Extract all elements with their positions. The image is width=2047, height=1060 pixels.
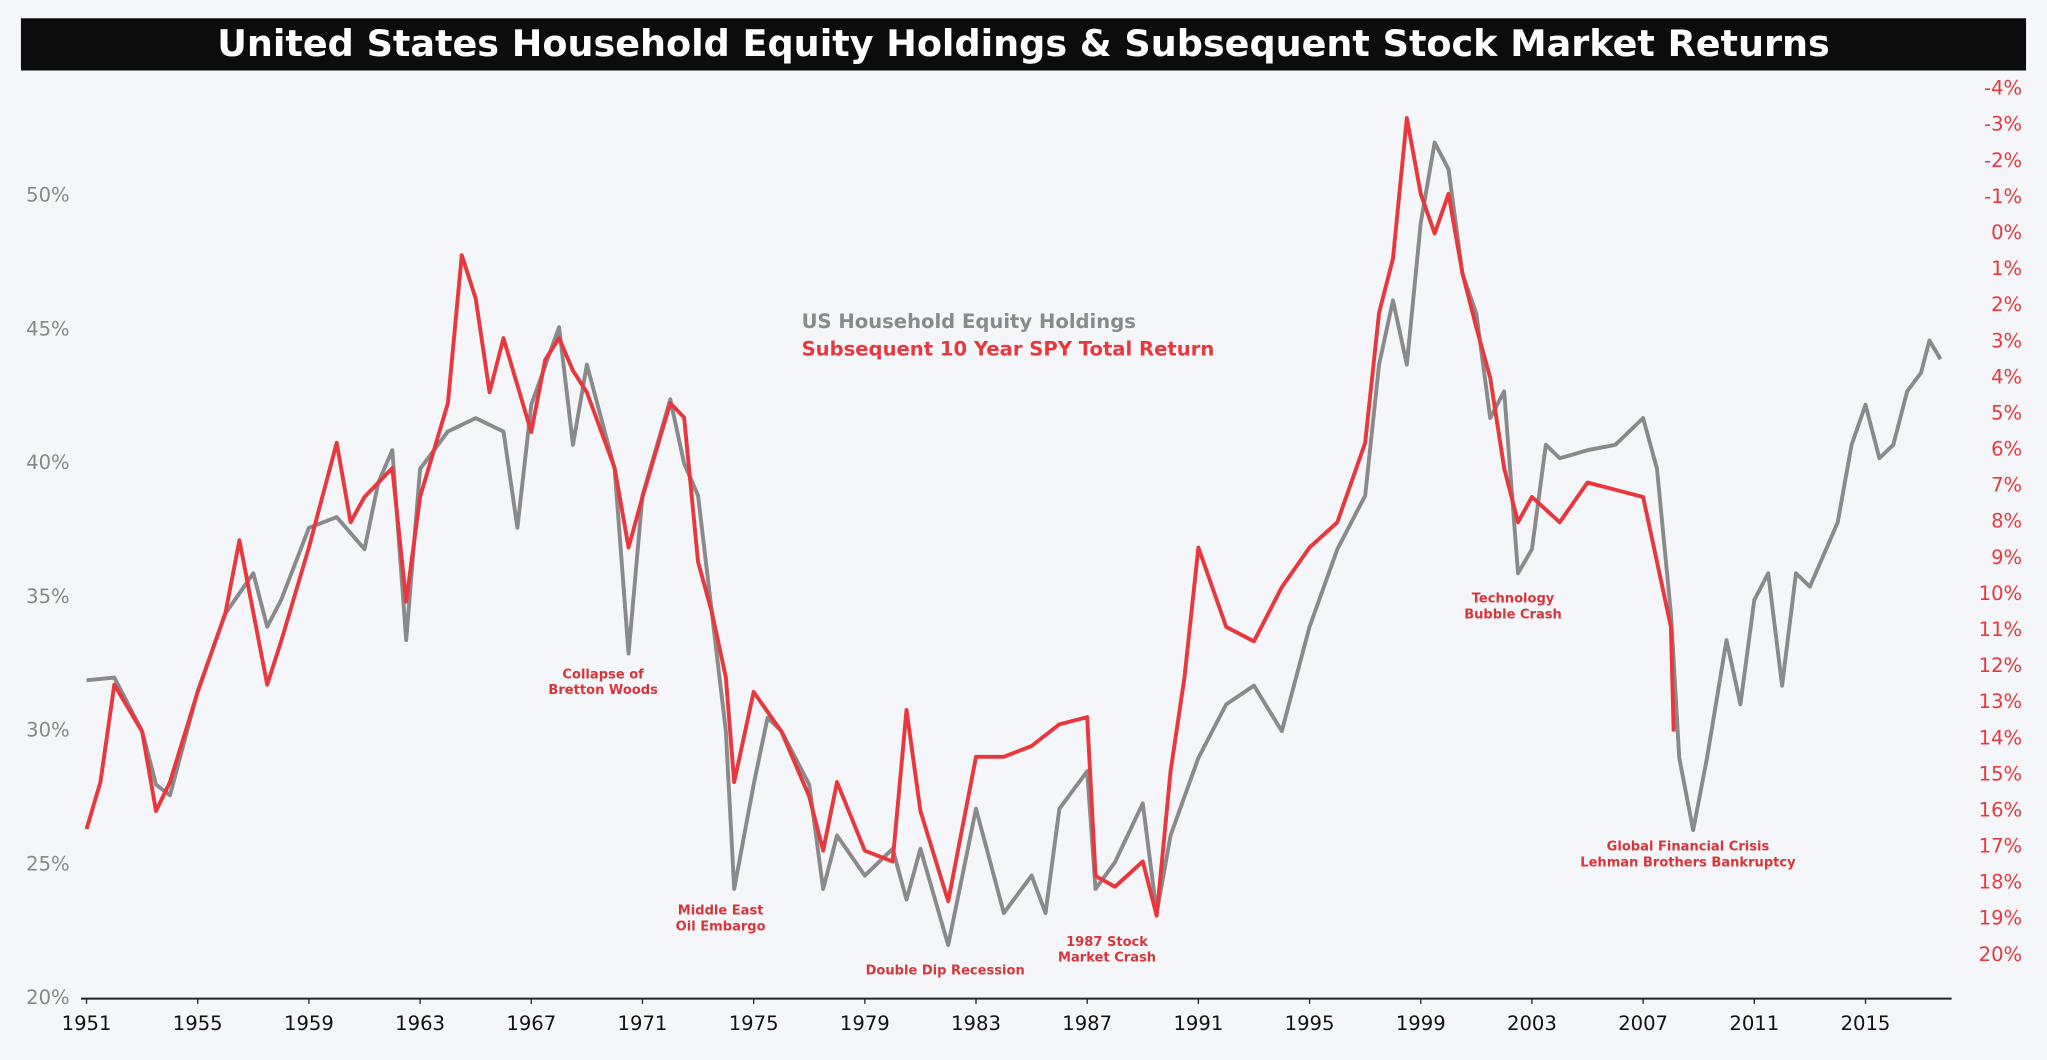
y2-tick-label: 14%	[1979, 726, 2023, 749]
annotation: Market Crash	[1058, 951, 1156, 966]
x-tick-label: 1999	[1396, 1012, 1446, 1035]
title-bar	[20, 18, 2027, 71]
y-tick-label: 30%	[26, 719, 70, 742]
x-tick-label: 1951	[62, 1012, 112, 1035]
y2-tick-label: 8%	[1991, 510, 2022, 533]
x-tick-label: 1991	[1173, 1012, 1223, 1035]
chart-title: United States Household Equity Holdings …	[217, 22, 1830, 65]
x-tick-label: 2011	[1729, 1012, 1779, 1035]
y2-tick-label: -1%	[1984, 185, 2022, 208]
y-tick-label: 45%	[26, 317, 70, 340]
annotation: Double Dip Recession	[866, 964, 1025, 979]
y2-tick-label: 10%	[1979, 582, 2023, 605]
y2-tick-label: 13%	[1979, 690, 2023, 713]
series-line	[84, 116, 1676, 918]
y2-tick-label: 0%	[1991, 221, 2022, 244]
x-tick-label: 2015	[1841, 1012, 1891, 1035]
y2-tick-label: 5%	[1991, 401, 2022, 424]
y2-tick-label: 17%	[1979, 835, 2023, 858]
y2-tick-label: 20%	[1979, 943, 2023, 966]
annotation: 1987 Stock	[1066, 935, 1148, 950]
y2-tick-label: 15%	[1979, 762, 2023, 785]
y2-tick-label: 2%	[1991, 293, 2022, 316]
series-line	[86, 140, 1943, 948]
y2-tick-label: -4%	[1984, 77, 2022, 100]
y2-tick-label: -3%	[1984, 113, 2022, 136]
annotation: Middle East	[678, 904, 764, 919]
annotation: Oil Embargo	[676, 919, 766, 934]
y2-tick-label: 3%	[1991, 329, 2022, 352]
annotation: Technology	[1472, 592, 1555, 607]
annotation: Lehman Brothers Bankruptcy	[1580, 855, 1796, 870]
y-tick-label: 25%	[26, 852, 70, 875]
x-tick-label: 1959	[284, 1012, 334, 1035]
x-tick-label: 2007	[1618, 1012, 1668, 1035]
x-tick-label: 1967	[506, 1012, 556, 1035]
y-tick-label: 50%	[26, 184, 70, 207]
legend-entry: Subsequent 10 Year SPY Total Return	[802, 337, 1215, 360]
y2-tick-label: 6%	[1991, 438, 2022, 461]
annotation: Bubble Crash	[1464, 607, 1562, 622]
y-tick-label: 20%	[26, 986, 70, 1009]
x-tick-label: 1979	[840, 1012, 890, 1035]
x-tick-label: 1995	[1285, 1012, 1335, 1035]
x-tick-label: 1963	[395, 1012, 445, 1035]
x-tick-label: 2003	[1507, 1012, 1557, 1035]
annotation: Collapse of	[562, 667, 644, 682]
y2-tick-label: 11%	[1979, 618, 2023, 641]
y-tick-label: 35%	[26, 585, 70, 608]
x-tick-label: 1983	[951, 1012, 1001, 1035]
legend-entry: US Household Equity Holdings	[802, 310, 1136, 333]
x-tick-label: 1987	[1062, 1012, 1112, 1035]
y2-tick-label: 16%	[1979, 798, 2023, 821]
y2-tick-label: 19%	[1979, 907, 2023, 930]
y2-tick-label: 18%	[1979, 871, 2023, 894]
annotation: Bretton Woods	[548, 683, 658, 698]
y2-tick-label: 7%	[1991, 474, 2022, 497]
y2-tick-label: -2%	[1984, 149, 2022, 172]
annotation: Global Financial Crisis	[1607, 840, 1770, 855]
y2-tick-label: 4%	[1991, 365, 2022, 388]
y-tick-label: 40%	[26, 451, 70, 474]
y2-tick-label: 1%	[1991, 257, 2022, 280]
x-tick-label: 1971	[618, 1012, 668, 1035]
y2-tick-label: 9%	[1991, 546, 2022, 569]
x-tick-label: 1975	[729, 1012, 779, 1035]
x-tick-label: 1955	[173, 1012, 223, 1035]
y2-tick-label: 12%	[1979, 654, 2023, 677]
